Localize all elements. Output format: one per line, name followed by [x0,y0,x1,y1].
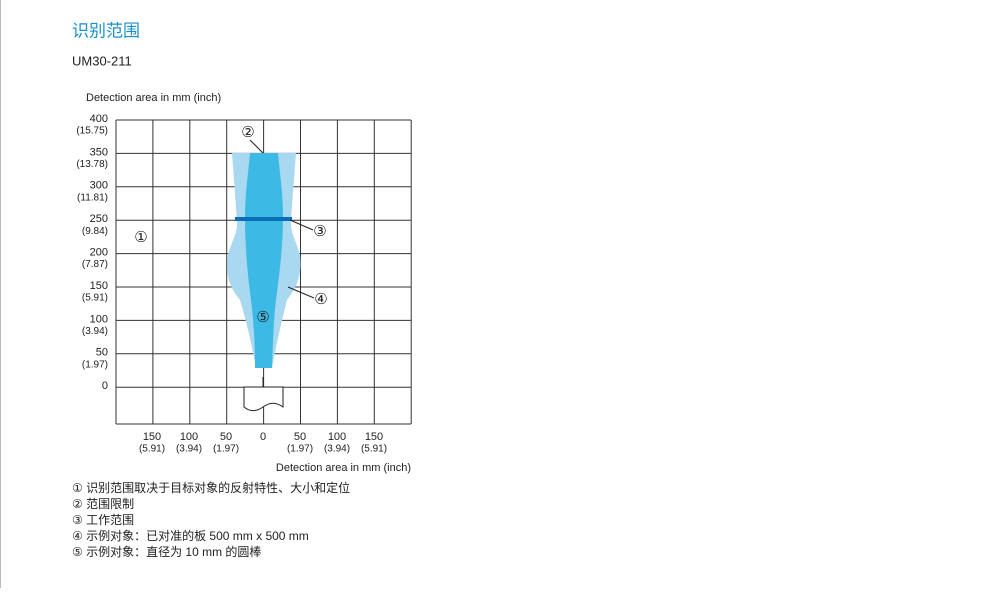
callout: ④ [314,291,327,308]
callout-line [289,219,314,231]
x-tick-label: 150 [365,431,383,443]
detection-range-rod [245,153,283,368]
y-tick-label: 0 [102,380,108,392]
y-tick-label: 100 [90,313,108,325]
labels: 400(15.75) 350(13.78) 300(11.81) 250(9.84) 2… [72,113,387,559]
y-axis-label: Detection area in mm (inch) [86,92,221,104]
subtitle: UM30-211 [72,53,132,68]
y-tick-label: 350 [90,146,108,158]
y-tick-sublabel: (7.87) [82,259,108,270]
y-tick-sublabel: (1.97) [82,359,108,370]
x-tick-sublabel: (5.91) [139,444,165,455]
x-tick-label: 100 [180,431,198,443]
callout: ③ [313,223,326,240]
x-tick-sublabel: (1.97) [287,444,313,455]
callout: ① [134,229,147,246]
x-tick-sublabel: (3.94) [176,444,202,455]
y-tick-label: 150 [90,280,108,292]
x-tick-label: 50 [294,431,306,443]
legend-item: ② 范围限制 [72,497,134,511]
y-tick-sublabel: (5.91) [82,293,108,304]
x-tick-label: 150 [143,431,161,443]
y-tick-label: 250 [90,213,108,225]
y-tick-label: 400 [90,113,108,125]
callout: ⑤ [256,309,269,326]
legend-item: ① 识别范围取决于目标对象的反射特性、大小和定位 [72,480,350,495]
y-tick-sublabel: (11.81) [77,192,108,203]
y-tick-label: 50 [96,347,108,359]
x-tick-label: 100 [328,431,346,443]
title: 识别范围 [72,21,140,40]
x-tick-label: 50 [220,431,232,443]
legend-item: ⑤ 示例对象：直径为 10 mm 的圆棒 [72,544,261,559]
callout-line [249,139,264,154]
y-tick-sublabel: (15.75) [76,126,108,137]
x-axis-label: Detection area in mm (inch) [276,462,411,474]
legend-item: ④ 示例对象：已对准的板 500 mm x 500 mm [72,528,309,543]
y-tick-label: 200 [90,247,108,259]
y-tick-sublabel: (9.84) [82,226,108,237]
callout: ② [241,124,254,141]
y-tick-sublabel: (13.78) [76,159,108,170]
x-tick-sublabel: (5.91) [361,444,387,455]
x-tick-sublabel: (3.94) [324,444,350,455]
sensor-icon [243,386,284,412]
x-tick-label: 0 [260,431,266,443]
y-tick-sublabel: (3.94) [82,326,108,337]
x-tick-sublabel: (1.97) [213,444,239,455]
legend-item: ③ 工作范围 [72,513,134,527]
callout-line [287,286,315,299]
y-tick-label: 300 [90,180,108,192]
